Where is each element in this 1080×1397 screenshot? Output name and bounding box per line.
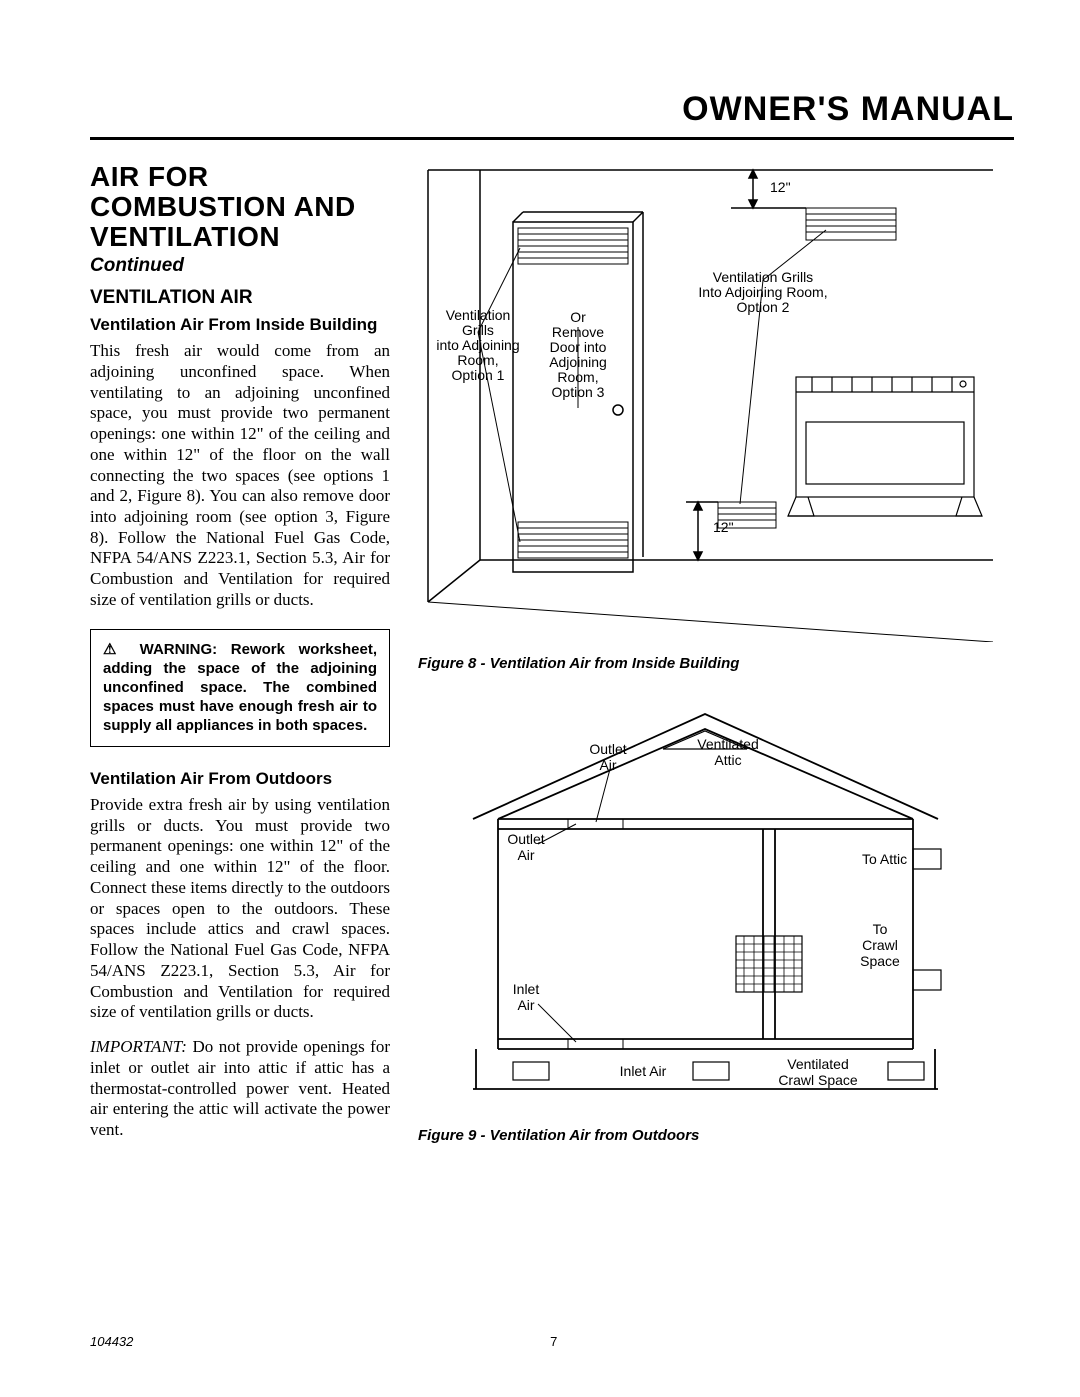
fig8-grills-left-label: VentilationGrillsinto AdjoiningRoom,Opti… (436, 307, 519, 383)
fig8-dim-top: 12" (770, 179, 791, 195)
fig9-inlet-air-bot: Inlet Air (620, 1063, 667, 1079)
important-prefix: IMPORTANT: (90, 1037, 187, 1056)
fig9-to-attic: To Attic (862, 851, 907, 867)
fig9-ventilated-crawl: VentilatedCrawl Space (778, 1056, 858, 1088)
warning-text: WARNING: Rework worksheet, adding the sp… (103, 641, 377, 735)
fig9-inlet-air-left: InletAir (513, 981, 540, 1013)
inside-building-heading: Ventilation Air From Inside Building (90, 315, 390, 335)
fig9-ventilated-attic: VentilatedAttic (697, 736, 759, 768)
figure-8-caption: Figure 8 - Ventilation Air from Inside B… (418, 655, 1014, 672)
outdoors-paragraph-1: Provide extra fresh air by using ventila… (90, 795, 390, 1023)
footer-page-number: 7 (550, 1334, 557, 1349)
fig8-dim-bot: 12" (713, 519, 734, 535)
figure-8-diagram: VentilationGrillsinto AdjoiningRoom,Opti… (418, 162, 993, 642)
page-footer: 104432 7 (90, 1334, 1014, 1349)
outdoors-paragraph-2: IMPORTANT: Do not provide openings for i… (90, 1037, 390, 1141)
fig9-to-crawl: ToCrawlSpace (860, 921, 900, 969)
fig9-outlet-air-top: OutletAir (589, 741, 626, 773)
fig8-or-remove-label: OrRemoveDoor intoAdjoiningRoom,Option 3 (549, 309, 607, 400)
page-header-title: OWNER'S MANUAL (90, 90, 1014, 140)
inside-building-paragraph: This fresh air would come from an adjoin… (90, 341, 390, 611)
ventilation-air-heading: VENTILATION AIR (90, 287, 390, 309)
right-column: VentilationGrillsinto AdjoiningRoom,Opti… (418, 162, 1014, 1166)
warning-box: ⚠ WARNING: Rework worksheet, adding the … (90, 629, 390, 747)
outdoors-heading: Ventilation Air From Outdoors (90, 769, 390, 789)
continued-label: Continued (90, 255, 390, 277)
figure-9-caption: Figure 9 - Ventilation Air from Outdoors (418, 1127, 1014, 1144)
fig8-grills-right-label: Ventilation GrillsInto Adjoining Room,Op… (698, 269, 827, 315)
figure-9-diagram: OutletAir VentilatedAttic OutletAir To A… (418, 694, 993, 1114)
warning-icon: ⚠ (103, 641, 140, 658)
footer-doc-number: 104432 (90, 1334, 133, 1349)
left-column: AIR FOR COMBUSTION AND VENTILATION Conti… (90, 162, 390, 1166)
section-title: AIR FOR COMBUSTION AND VENTILATION (90, 162, 390, 253)
fig9-outlet-air-left: OutletAir (507, 831, 544, 863)
